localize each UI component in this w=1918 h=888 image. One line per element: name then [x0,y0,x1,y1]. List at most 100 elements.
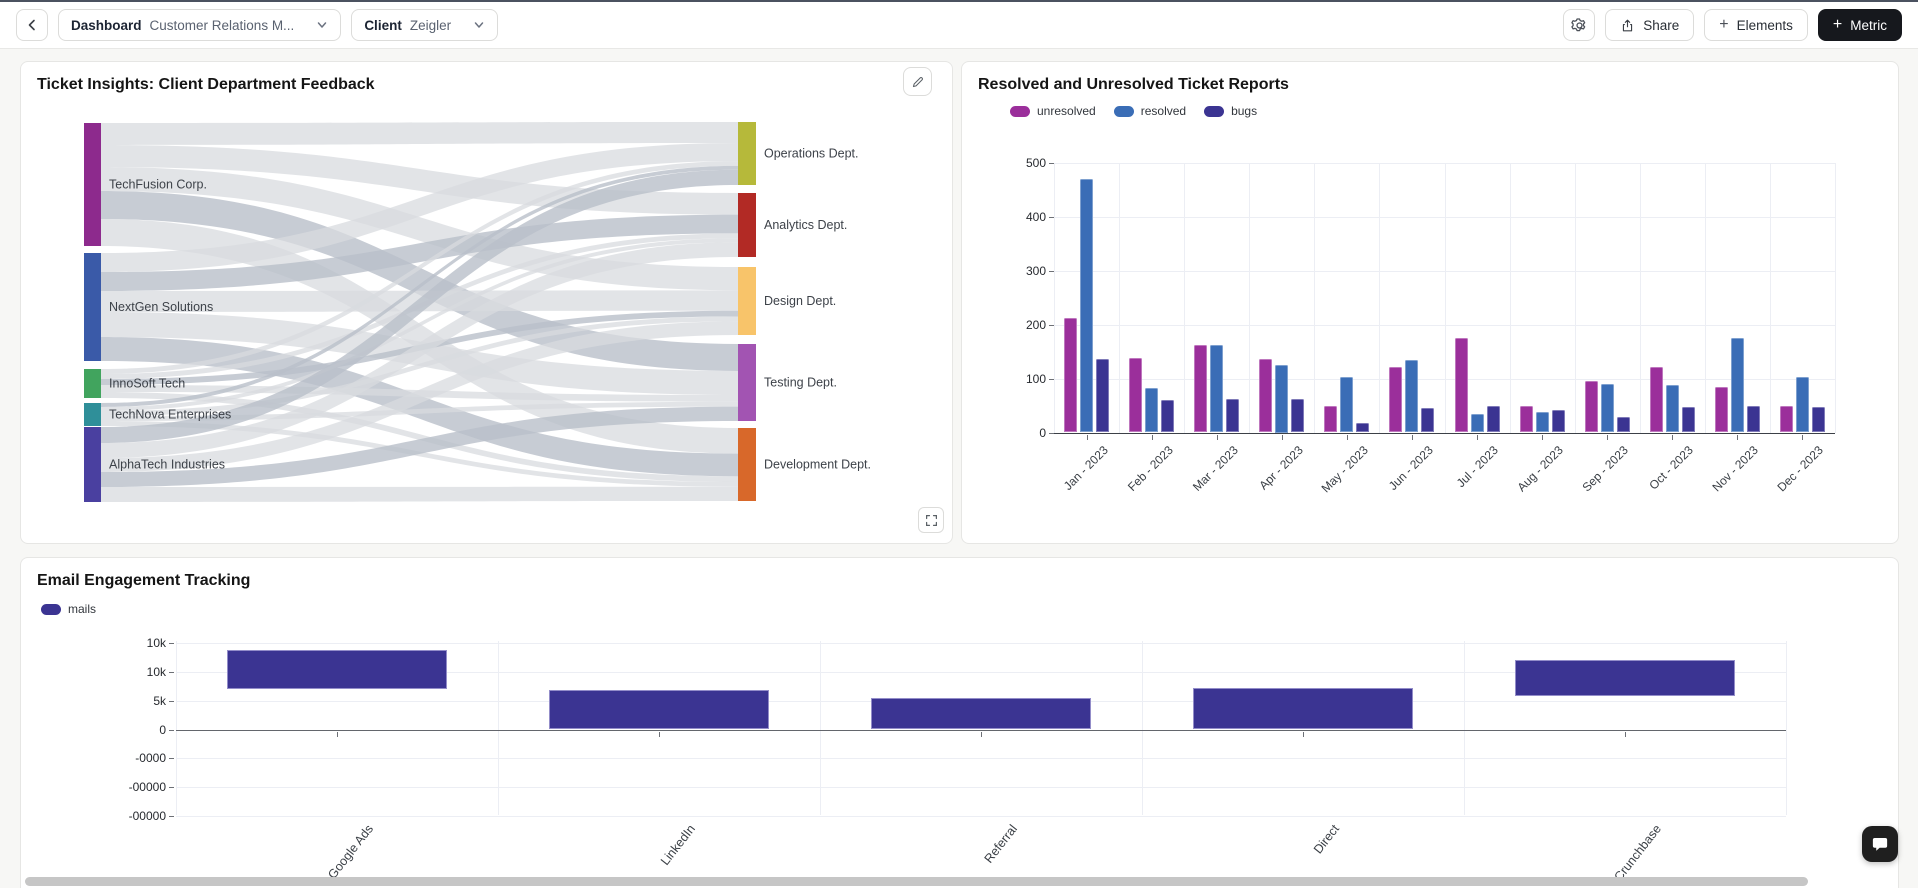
tickets-bar-chart: 0 100 200 300 400 500 Jan - 2023 Feb - 2023 Mar … [962,62,1898,543]
gridline-y [176,786,1786,788]
share-button[interactable]: Share [1605,9,1695,41]
sankey-flow [101,143,738,272]
bar-unresolved [1649,366,1663,433]
chat-widget-button[interactable] [1862,826,1898,862]
x-axis-tick-label: Sep - 2023 [1579,442,1632,494]
gridline-x [1249,163,1251,433]
fullscreen-button[interactable] [918,507,944,533]
plus-icon: + [1832,16,1843,33]
y-axis-tick-label: 100 [1025,371,1046,386]
email-card: Email Engagement Tracking mails 10k 10k 5k… [20,557,1899,888]
bar-unresolved [1714,386,1728,433]
y-axis-tick [169,815,174,817]
add-elements-button[interactable]: + Elements [1704,9,1808,41]
gridline-x [1786,641,1787,816]
legend-item-resolved[interactable]: resolved [1113,104,1187,118]
horizontal-scrollbar[interactable] [25,877,1808,886]
sankey-flow [101,191,738,371]
sankey-node-label: Analytics Dept. [764,218,847,232]
x-axis-tick [1303,731,1304,737]
client-dropdown[interactable]: Client Zeigler [351,9,499,41]
y-axis-tick [1049,163,1054,164]
sankey-node-label: Testing Dept. [764,376,837,390]
sankey-card: TechFusion Corp. NextGen Solutions InnoSof… [20,61,953,544]
legend-item-bugs[interactable]: bugs [1204,104,1257,118]
x-axis-tick-label: Jun - 2023 [1385,442,1436,493]
legend-label: bugs [1231,104,1258,118]
gridline-x [1444,163,1446,433]
sankey-node [738,428,756,501]
bar-unresolved [1324,405,1338,433]
x-axis-tick-label: Feb - 2023 [1124,442,1176,494]
sankey-node-label: TechNova Enterprises [109,408,231,422]
y-axis-tick-label: 0 [1039,425,1046,440]
gridline-x [1464,641,1465,816]
bar-bugs [1811,407,1825,433]
gridline-y [176,758,1786,760]
email-legend: mails [41,602,96,616]
bar-resolved [1340,376,1354,433]
y-axis-tick-label: -00000 [128,779,166,794]
bar-mails [1515,660,1735,696]
x-axis-line [1054,432,1835,434]
bar-resolved [1730,338,1744,433]
tickets-legend: unresolved resolved bugs [1010,104,1257,118]
sankey-node-label: TechFusion Corp. [109,178,207,192]
y-axis-tick-label: -00000 [128,808,166,823]
x-axis-tick [1607,434,1609,440]
gridline-x [1184,163,1186,433]
bar-mails [549,689,769,730]
legend-label: resolved [1140,104,1187,118]
dashboard-dropdown[interactable]: Dashboard Customer Relations M... [58,9,342,41]
legend-label: mails [68,602,97,616]
sankey-node [84,427,101,502]
sankey-flow [101,165,738,407]
back-button[interactable] [16,9,48,41]
sankey-flow [101,316,738,416]
x-axis-tick [1216,434,1218,440]
x-axis-tick-label: Apr - 2023 [1256,442,1306,493]
edit-button[interactable] [903,67,932,96]
sankey-node [738,122,756,185]
gridline-x [1119,163,1121,433]
sankey-flow [101,406,738,487]
legend-swatch [1113,105,1134,117]
y-axis-tick [1049,432,1054,434]
chat-bubble-icon [1872,838,1888,851]
bar-resolved [1405,359,1419,433]
gridline-y [176,672,1786,674]
gridline-x [1314,163,1316,433]
y-axis-tick [1049,378,1054,380]
top-bar: Dashboard Customer Relations M... Client… [0,0,1918,49]
bar-resolved [1665,385,1679,433]
x-axis-tick [1346,434,1348,440]
bar-resolved [1535,412,1549,433]
sankey-card-title: Ticket Insights: Client Department Feedb… [37,76,375,93]
expand-icon [925,514,937,526]
bar-resolved [1795,376,1809,433]
sankey-node-label: AlphaTech Industries [109,458,225,472]
sankey-flow [101,214,738,291]
sankey-node [738,267,756,335]
y-axis-tick-label: -0000 [135,751,166,766]
bar-bugs [1356,423,1370,433]
legend-swatch [1010,105,1030,117]
legend-item-mails[interactable]: mails [41,602,96,616]
client-dropdown-value: Zeigler [409,17,452,33]
x-axis-tick-label: Jul - 2023 [1453,442,1501,490]
share-icon [1623,19,1633,31]
sankey-node [84,123,101,246]
pencil-icon [912,76,923,87]
x-axis-tick [1672,434,1674,440]
bar-resolved [1210,345,1224,433]
bar-bugs [1486,405,1500,433]
y-axis-tick [169,643,174,645]
share-button-label: Share [1643,17,1680,33]
y-axis-tick-label: 200 [1025,317,1046,332]
x-axis-tick [1625,731,1626,737]
client-dropdown-label: Client [364,17,402,33]
add-metric-button[interactable]: + Metric [1817,9,1902,41]
legend-item-unresolved[interactable]: unresolved [1010,104,1096,118]
settings-button[interactable] [1563,9,1596,41]
bar-resolved [1275,365,1289,433]
